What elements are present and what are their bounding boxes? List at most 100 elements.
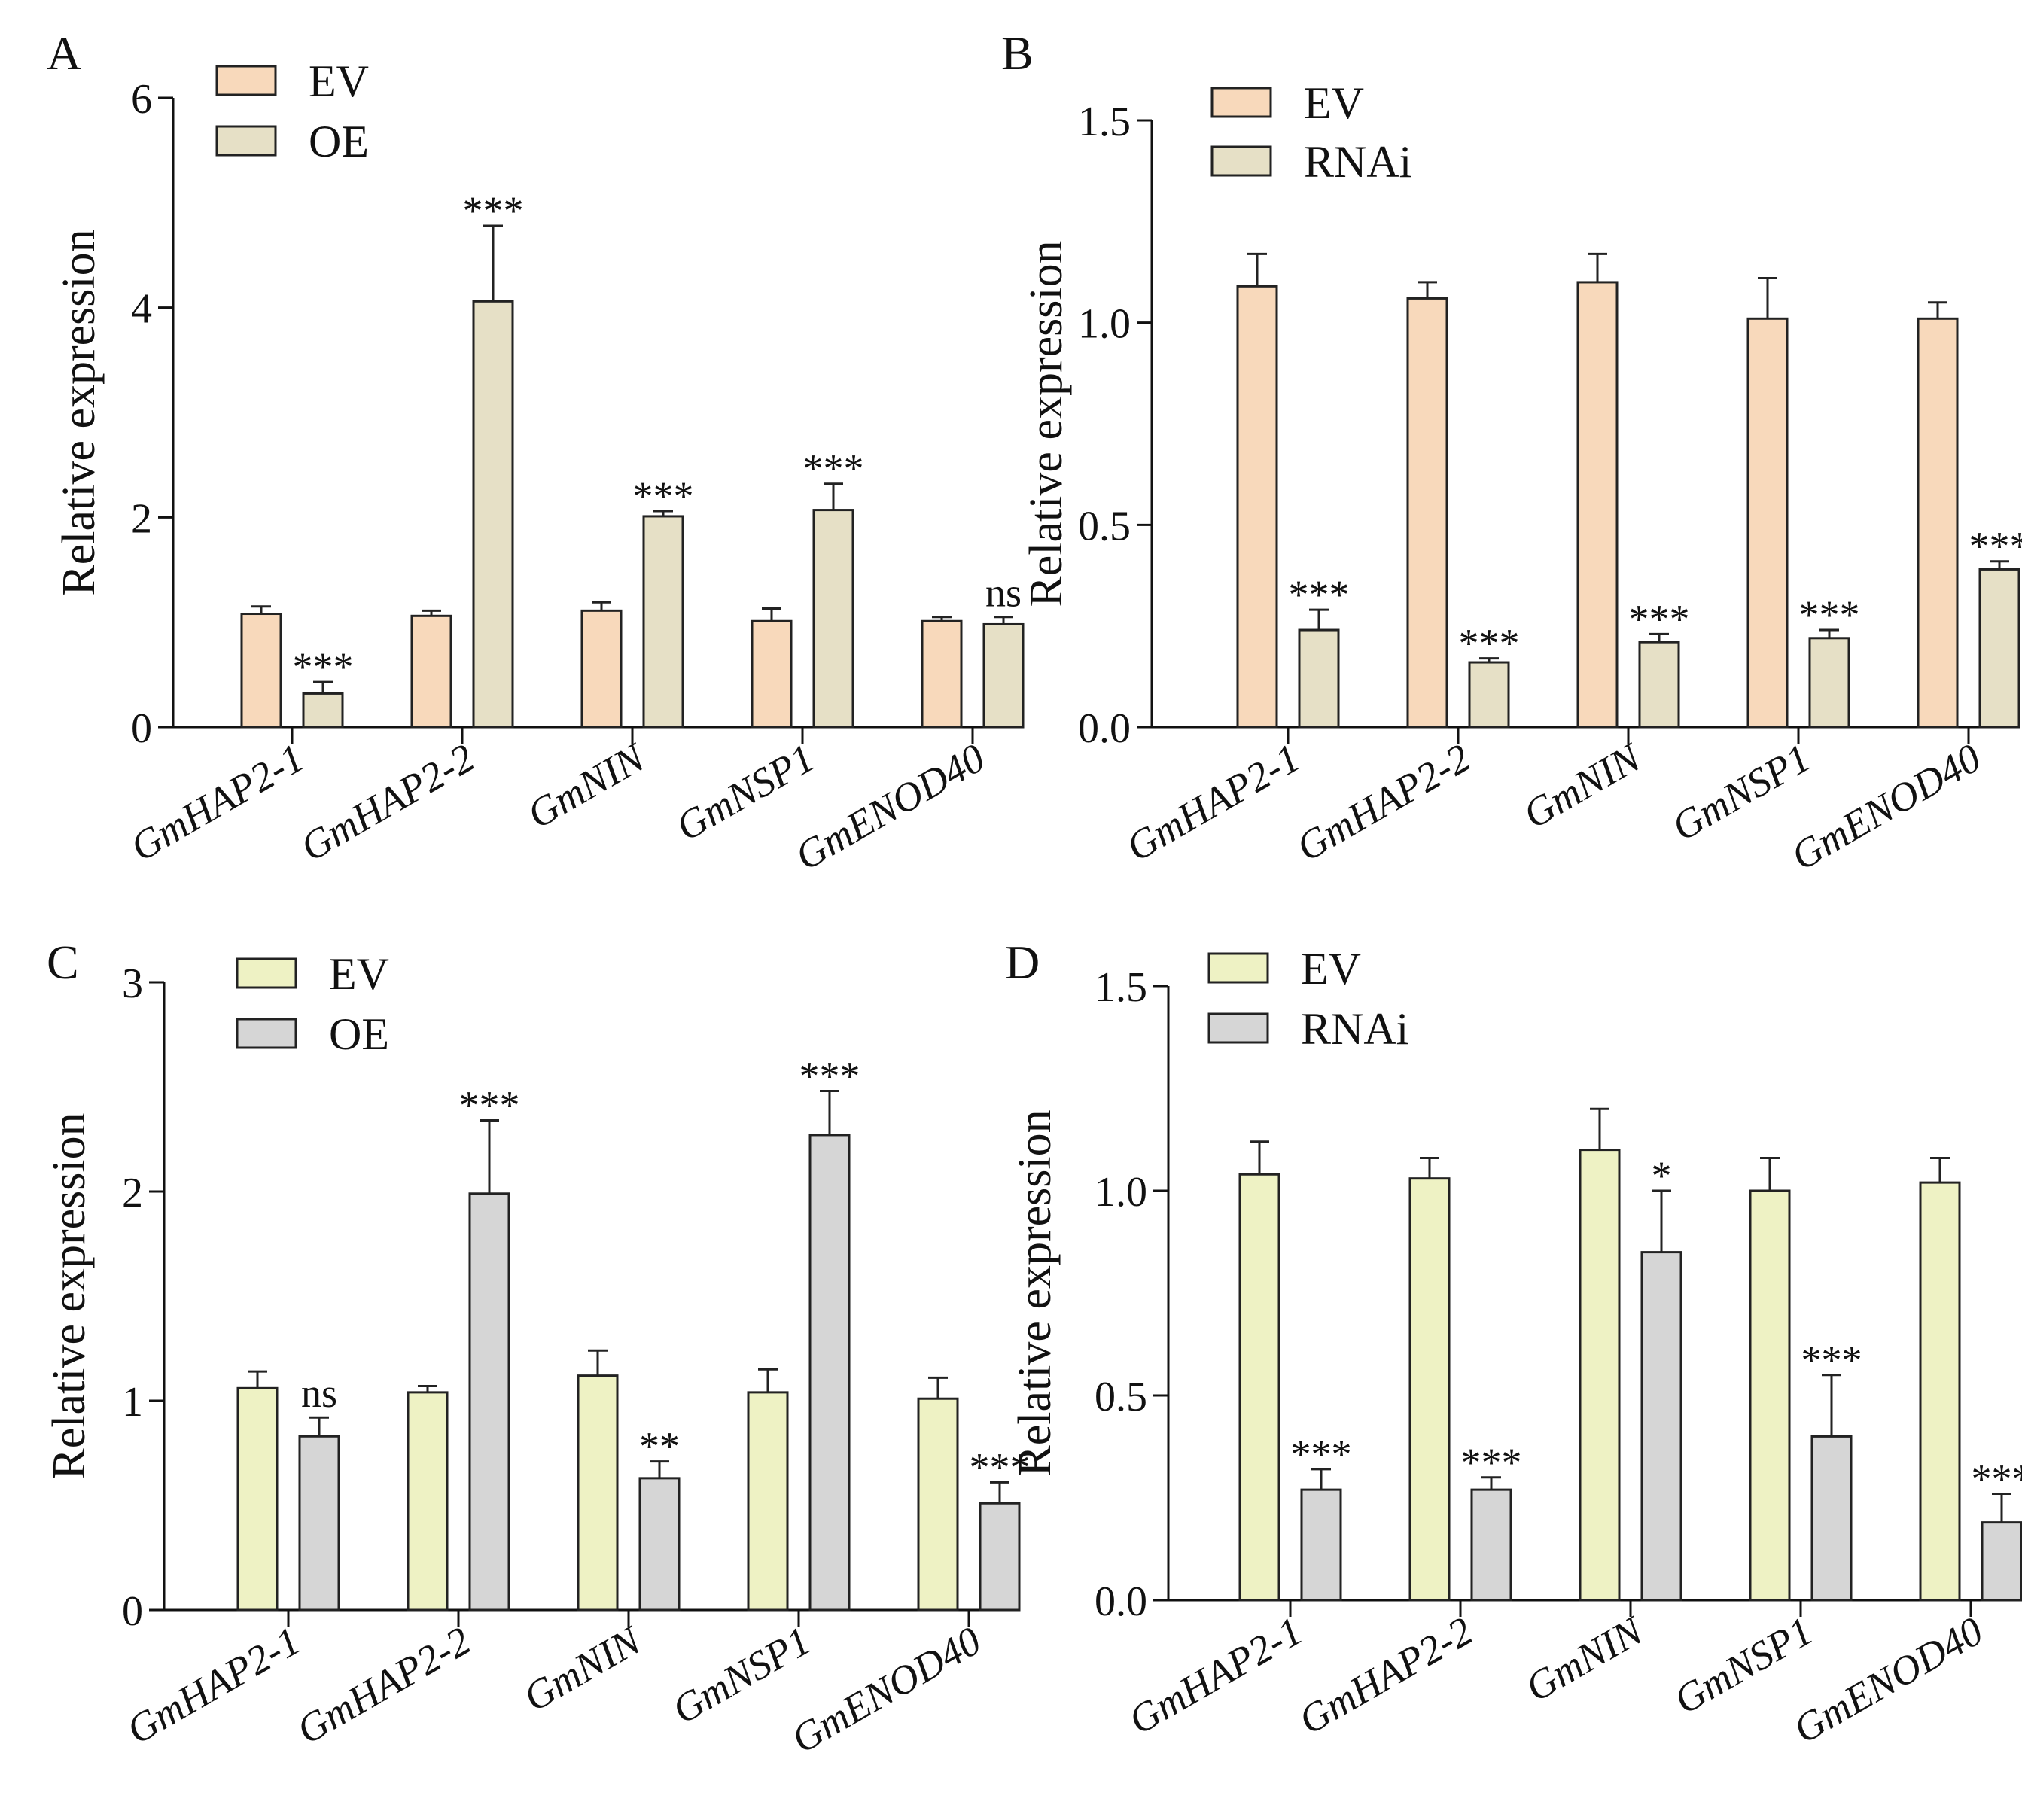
bar-rnai-gmenod40 (1978, 568, 2020, 729)
legend-swatch-rnai (1210, 145, 1272, 177)
bar-ev-gmenod40 (1917, 317, 1959, 729)
legend-label-oe: OE (309, 117, 369, 166)
legend-swatch-oe (215, 125, 277, 157)
significance-label: *** (803, 446, 864, 492)
legend-swatch-oe (236, 1018, 297, 1049)
bar-rnai-gmhap2-1 (1298, 628, 1340, 729)
bar-ev-gmnin (580, 609, 623, 729)
significance-label: *** (1289, 572, 1350, 617)
bar-rnai-gmenod40 (1981, 1521, 2022, 1602)
significance-label: *** (1801, 1338, 1862, 1383)
y-tick-label: 1.0 (1078, 301, 1131, 348)
legend-label-rnai: RNAi (1301, 1004, 1408, 1054)
bar-ev-gmhap2-1 (1238, 1173, 1280, 1602)
significance-label: ns (985, 571, 1022, 616)
y-tick-label: 1.5 (1078, 99, 1131, 145)
y-tick-label: 1.0 (1095, 1169, 1147, 1216)
y-tick-label: 1.5 (1095, 964, 1147, 1011)
bar-ev-gmhap2-1 (236, 1386, 279, 1612)
significance-label: *** (1972, 1456, 2022, 1502)
significance-label: *** (1969, 524, 2022, 569)
significance-label: *** (293, 644, 354, 689)
legend-label-rnai: RNAi (1304, 137, 1411, 187)
bar-oe-gmnsp1 (808, 1134, 851, 1612)
legend-swatch-ev (1207, 952, 1269, 984)
significance-label: *** (459, 1082, 520, 1128)
y-axis-label: Relative expression (1009, 1109, 1061, 1476)
bar-oe-gmnin (642, 515, 684, 729)
bar-ev-gmhap2-1 (240, 613, 282, 729)
bar-ev-gmnsp1 (751, 619, 793, 729)
bar-ev-gmnin (1576, 281, 1619, 729)
y-tick-label: 0.0 (1078, 705, 1131, 752)
bar-oe-gmnin (638, 1477, 681, 1612)
significance-label: *** (1291, 1432, 1352, 1477)
bar-ev-gmhap2-1 (1236, 285, 1278, 729)
significance-label: *** (799, 1054, 860, 1099)
bar-rnai-gmhap2-2 (1468, 661, 1510, 729)
bar-oe-gmhap2-1 (298, 1435, 340, 1612)
significance-label: *** (633, 473, 694, 519)
y-axis-label: Relative expression (44, 1112, 95, 1479)
bar-ev-gmenod40 (917, 1397, 959, 1612)
y-tick-label: 0 (122, 1588, 143, 1635)
legend-swatch-rnai (1207, 1012, 1269, 1044)
legend-label-ev: EV (309, 56, 369, 106)
y-axis-label: Relative expression (53, 229, 105, 595)
y-tick-label: 0.5 (1078, 503, 1131, 549)
y-tick-label: 3 (122, 960, 143, 1007)
bar-ev-gmhap2-2 (407, 1391, 449, 1612)
bar-ev-gmnsp1 (1746, 317, 1789, 729)
significance-label: *** (1629, 596, 1690, 641)
y-axis-label: Relative expression (1021, 240, 1072, 607)
bar-rnai-gmnsp1 (1808, 637, 1850, 729)
y-tick-label: 2 (131, 495, 152, 542)
panel-letter: B (1001, 26, 1034, 80)
bar-oe-gmnsp1 (812, 509, 854, 729)
significance-label: *** (1799, 592, 1860, 638)
bar-rnai-gmnsp1 (1810, 1435, 1853, 1602)
bar-ev-gmnin (1579, 1149, 1621, 1602)
significance-label: *** (970, 1444, 1031, 1490)
y-tick-label: 6 (131, 76, 152, 123)
y-tick-label: 0.0 (1095, 1578, 1147, 1625)
bar-oe-gmhap2-2 (472, 300, 514, 729)
bar-rnai-gmnin (1638, 641, 1680, 729)
panel-letter: A (47, 26, 81, 80)
bar-ev-gmenod40 (921, 619, 963, 729)
bar-ev-gmhap2-2 (1408, 1177, 1451, 1602)
legend-swatch-ev (236, 957, 297, 989)
bar-oe-gmenod40 (979, 1502, 1021, 1612)
y-tick-label: 0 (131, 705, 152, 752)
bar-rnai-gmhap2-2 (1470, 1488, 1512, 1602)
significance-label: *** (1461, 1440, 1522, 1485)
y-tick-label: 4 (131, 286, 152, 333)
bar-rnai-gmhap2-1 (1300, 1488, 1342, 1602)
legend-swatch-ev (1210, 87, 1272, 118)
significance-label: *** (463, 188, 524, 233)
bar-ev-gmnsp1 (747, 1391, 789, 1612)
legend-label-ev: EV (1301, 944, 1361, 994)
panel-letter: D (1005, 936, 1040, 989)
significance-label: ns (301, 1371, 337, 1416)
y-tick-label: 1 (122, 1379, 143, 1426)
bar-ev-gmenod40 (1919, 1181, 1961, 1602)
bar-ev-gmhap2-2 (410, 614, 452, 729)
y-tick-label: 2 (122, 1170, 143, 1216)
bar-ev-gmnin (577, 1374, 619, 1612)
y-tick-label: 0.5 (1095, 1374, 1147, 1420)
bar-ev-gmnsp1 (1749, 1189, 1791, 1602)
legend-label-oe: OE (329, 1009, 389, 1059)
legend-label-ev: EV (329, 949, 389, 999)
panel-letter: C (47, 936, 79, 989)
significance-label: *** (1459, 621, 1520, 666)
bar-ev-gmhap2-2 (1406, 297, 1448, 729)
significance-label: ** (639, 1424, 680, 1469)
legend-label-ev: EV (1304, 78, 1364, 128)
bar-rnai-gmnin (1640, 1251, 1682, 1602)
legend-swatch-ev (215, 65, 277, 96)
significance-label: * (1652, 1153, 1672, 1198)
bar-oe-gmenod40 (982, 622, 1025, 729)
bar-oe-gmhap2-1 (302, 692, 344, 729)
